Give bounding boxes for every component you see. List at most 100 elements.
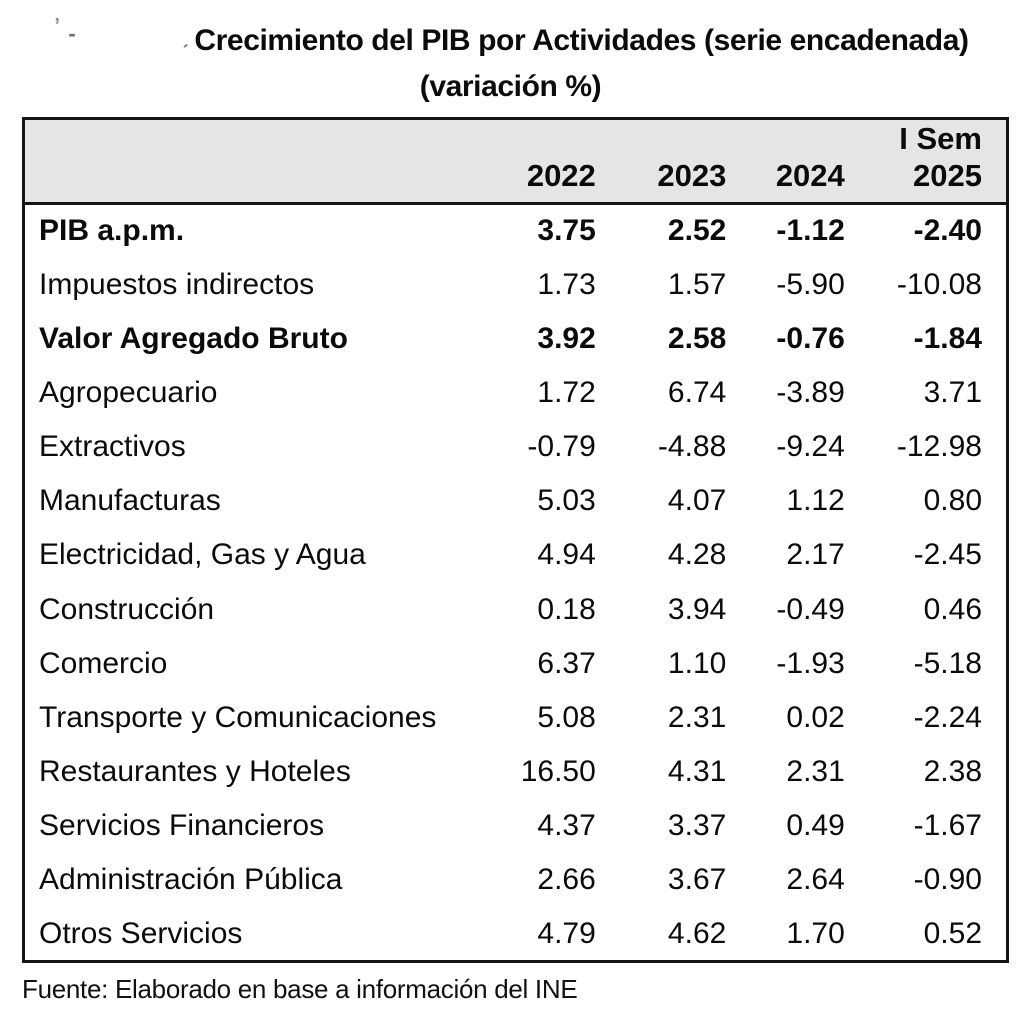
cell-value: 0.49 [786,809,845,843]
cell-value: -0.76 [776,321,845,355]
header-year-2022: 2022 [465,118,596,205]
cell-value: 3.92 [537,321,596,355]
row-label: Restaurantes y Hoteles [39,754,351,788]
header-year-2024: 2024 [726,118,845,205]
page-title: Crecimiento del PIB por Actividades (ser… [194,24,969,57]
cell-value: -10.08 [896,267,982,301]
erased-label-fragment: ’ ‐ ˏ [52,10,194,50]
title-line-1: ’ ‐ ˏ Crecimiento del PIB por Actividade… [0,10,1021,63]
cell-value: -3.89 [776,375,845,409]
cell-value: 2.64 [786,863,845,897]
cell-value: 2.66 [537,863,596,897]
cell-value: -1.84 [913,321,982,355]
cell-value: 0.18 [537,592,596,626]
header-sem-label: I Sem [899,121,982,156]
row-label: Transporte y Comunicaciones [39,700,437,734]
cell-value: -2.40 [913,214,982,248]
cell-value: 1.72 [537,375,596,409]
cell-value: 2.31 [786,754,845,788]
table-row: Impuestos indirectos 1.73 1.57 -5.90 -10… [24,258,1008,312]
header-year-2023: 2023 [595,118,727,205]
cell-value: 4.79 [537,916,596,950]
row-label: Servicios Financieros [39,809,325,843]
cell-value: 4.94 [537,538,596,572]
cell-value: -4.88 [657,430,727,464]
cell-value: -2.45 [913,538,982,572]
cell-value: 1.70 [786,916,845,950]
row-label: Manufacturas [39,484,221,518]
page-subtitle: (variación %) [419,70,602,103]
cell-value: 4.62 [667,916,727,950]
table-row: Extractivos -0.79 -4.88 -9.24 -12.98 [24,420,1008,474]
cell-value: -0.49 [776,592,845,626]
row-label: Extractivos [39,430,186,464]
cell-value: 4.37 [537,809,596,843]
row-label: Agropecuario [39,375,218,409]
table-row: Agropecuario 1.72 6.74 -3.89 3.71 [24,366,1008,420]
cell-value: 2.17 [786,538,845,572]
table-header: 2022 2023 2024 I Sem 2025 [23,118,1008,205]
row-label: Comercio [39,646,168,680]
cell-value: 4.28 [667,538,727,572]
row-label: Administración Pública [39,863,343,897]
cell-value: -0.79 [527,430,596,464]
table-row: Administración Pública 2.66 3.67 2.64 -0… [24,853,1008,907]
title-block: ’ ‐ ˏ Crecimiento del PIB por Actividade… [0,10,1021,107]
table-row: Electricidad, Gas y Agua 4.94 4.28 2.17 … [24,528,1008,582]
row-label: Valor Agregado Bruto [39,321,348,355]
cell-value: 2.58 [667,321,727,355]
row-label: Electricidad, Gas y Agua [39,538,366,572]
cell-value: 6.37 [537,646,596,680]
table-row: Otros Servicios 4.79 4.62 1.70 0.52 [24,907,1008,961]
cell-value: 5.08 [537,700,596,734]
cell-value: 0.80 [923,484,982,518]
cell-value: 1.10 [667,646,727,680]
row-label: Otros Servicios [39,916,243,950]
cell-value: -0.90 [913,863,982,897]
cell-value: 0.02 [786,700,845,734]
header-sem-year: 2025 [913,158,982,193]
cell-value: 5.03 [537,484,596,518]
header-row: 2022 2023 2024 I Sem 2025 [23,118,1008,205]
table-body: PIB a.p.m. 3.75 2.52 -1.12 -2.40 Impuest… [24,204,1008,962]
cell-value: 1.57 [667,267,727,301]
cell-value: 4.07 [667,484,727,518]
row-label: Construcción [39,592,215,626]
cell-value: -9.24 [776,430,845,464]
cell-value: -1.67 [913,809,982,843]
table-row: PIB a.p.m. 3.75 2.52 -1.12 -2.40 [24,204,1008,258]
cell-value: -5.90 [776,267,845,301]
cell-value: 2.31 [667,700,727,734]
gdp-growth-table: 2022 2023 2024 I Sem 2025 PIB a.p.m. 3.7… [22,117,1009,963]
table-row: Manufacturas 5.03 4.07 1.12 0.80 [24,474,1008,528]
cell-value: -1.12 [776,214,845,248]
table-row: Valor Agregado Bruto 3.92 2.58 -0.76 -1.… [24,312,1008,366]
cell-value: -1.93 [776,646,845,680]
cell-value: 3.37 [667,809,727,843]
cell-value: 2.52 [667,214,727,248]
erased-mark: ‐ [68,21,76,46]
erased-mark: ’ [54,15,60,37]
cell-value: 0.46 [923,592,982,626]
table-row: Construcción 0.18 3.94 -0.49 0.46 [24,582,1008,636]
cell-value: 2.38 [923,754,982,788]
cell-value: 3.67 [667,863,727,897]
cell-value: 3.71 [923,375,982,409]
table-row: Restaurantes y Hoteles 16.50 4.31 2.31 2… [24,745,1008,799]
cell-value: -12.98 [896,430,982,464]
cell-value: 1.12 [786,484,845,518]
cell-value: 3.94 [667,592,727,626]
cell-value: 3.75 [537,214,596,248]
table-row: Comercio 6.37 1.10 -1.93 -5.18 [24,637,1008,691]
cell-value: 16.50 [520,754,596,788]
header-sem-2025: I Sem 2025 [844,118,1008,205]
header-activity-column [23,118,466,205]
cell-value: 1.73 [537,267,596,301]
cell-value: 4.31 [667,754,727,788]
cell-value: 6.74 [667,375,727,409]
table-row: Transporte y Comunicaciones 5.08 2.31 0.… [24,691,1008,745]
row-label: PIB a.p.m. [39,214,185,248]
erased-mark: ˏ [181,23,189,48]
cell-value: -5.18 [913,646,982,680]
